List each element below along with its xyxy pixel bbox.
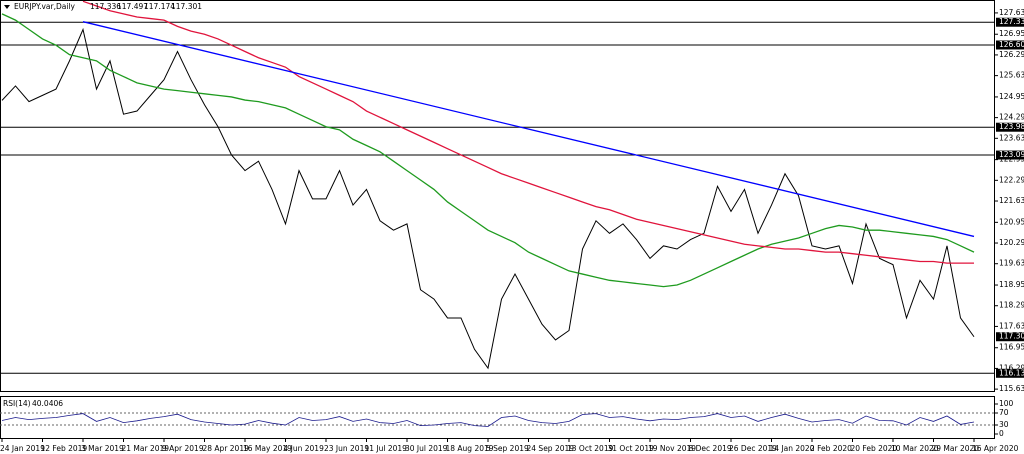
rsi-line xyxy=(1,413,975,427)
x-tick-label: 29 Mar 2020 xyxy=(932,444,980,453)
rsi-tick-label: 100 xyxy=(999,399,1014,408)
x-tick-label: 5 Sep 2019 xyxy=(486,444,529,453)
x-tick-label: 31 Oct 2019 xyxy=(608,444,655,453)
x-tick-label: 11 Jul 2019 xyxy=(365,444,408,453)
y-tick-label: 117.630 xyxy=(999,321,1024,330)
y-tick-label: 124.290 xyxy=(999,113,1024,122)
level-label: 116.135 xyxy=(999,368,1024,377)
level-label: 123.984 xyxy=(999,122,1024,131)
x-tick-label: 14 Jan 2020 xyxy=(770,444,815,453)
menu-arrow[interactable] xyxy=(4,5,10,9)
x-tick-label: 10 Mar 2020 xyxy=(891,444,939,453)
moving-average xyxy=(1,13,975,288)
y-tick-label: 116.950 xyxy=(999,343,1024,352)
close: 117.301 xyxy=(171,2,202,11)
x-tick-label: 13 Oct 2019 xyxy=(567,444,614,453)
x-tick-label: 3 Mar 2019 xyxy=(81,444,124,453)
rsi-tick-label: 0 xyxy=(999,429,1004,438)
y-tick-label: 123.630 xyxy=(999,133,1024,142)
rsi-tick-label: 30 xyxy=(999,420,1009,429)
y-tick-label: 115.630 xyxy=(999,384,1024,393)
rsi-name: RSI(14) xyxy=(3,399,31,408)
level-label: 127.333 xyxy=(999,17,1024,26)
x-tick-label: 16 Apr 2020 xyxy=(972,444,1019,453)
x-tick-label: 2 Feb 2020 xyxy=(810,444,852,453)
x-tick-label: 16 May 2019 xyxy=(243,444,292,453)
y-tick-label: 121.630 xyxy=(999,196,1024,205)
x-tick-label: 20 Feb 2020 xyxy=(851,444,898,453)
y-tick-label: 125.630 xyxy=(999,71,1024,80)
low: 117.174 xyxy=(144,2,175,11)
x-tick-label: 30 Jul 2019 xyxy=(405,444,448,453)
high: 117.497 xyxy=(117,2,148,11)
y-tick-label: 118.290 xyxy=(999,301,1024,310)
x-tick-label: 4 Jun 2019 xyxy=(284,444,325,453)
rsi-tick-label: 70 xyxy=(999,408,1009,417)
x-tick-label: 26 Dec 2019 xyxy=(729,444,777,453)
level-label-bg xyxy=(996,40,1024,50)
x-tick-label: 19 Nov 2019 xyxy=(648,444,696,453)
x-tick-label: 24 Sep 2019 xyxy=(527,444,575,453)
y-tick-label: 124.950 xyxy=(999,92,1024,101)
x-tick-label: 8 Dec 2019 xyxy=(689,444,732,453)
symbol: EURJPY.var,Daily xyxy=(14,2,75,11)
y-tick-label: 120.950 xyxy=(999,217,1024,226)
y-tick-label: 120.290 xyxy=(999,238,1024,247)
rsi-value: 40.0406 xyxy=(32,399,63,408)
level-label: 126.607 xyxy=(999,40,1024,49)
level-label-bg xyxy=(996,122,1024,132)
price-panel xyxy=(0,0,995,392)
price-label-bg xyxy=(996,332,1024,342)
x-tick-label: 9 Apr 2019 xyxy=(162,444,204,453)
price-line xyxy=(1,27,975,370)
y-tick-label: 127.630 xyxy=(999,8,1024,17)
y-tick-label: 126.290 xyxy=(999,50,1024,59)
x-tick-label: 24 Jan 2019 xyxy=(0,444,45,453)
x-tick-label: 18 Aug 2019 xyxy=(446,444,494,453)
x-tick-label: 23 Jun 2019 xyxy=(324,444,369,453)
moving-average xyxy=(82,0,974,264)
level-label-bg xyxy=(996,150,1024,160)
level-label-bg xyxy=(996,368,1024,378)
rsi-panel xyxy=(0,396,995,439)
y-tick-label: 119.630 xyxy=(999,259,1024,268)
level-label-bg xyxy=(996,17,1024,27)
y-tick-label: 126.950 xyxy=(999,29,1024,38)
x-tick-label: 28 Apr 2019 xyxy=(203,444,250,453)
x-tick-label: 21 Mar 2019 xyxy=(122,444,170,453)
open: 117.336 xyxy=(90,2,121,11)
trendline xyxy=(82,21,975,238)
y-tick-label: 118.950 xyxy=(999,280,1024,289)
x-tick-label: 12 Feb 2019 xyxy=(41,444,88,453)
level-label: 123.096 xyxy=(999,150,1024,159)
price-label: 117.301 xyxy=(999,332,1024,341)
y-tick-label: 116.290 xyxy=(999,363,1024,372)
y-tick-label: 122.290 xyxy=(999,175,1024,184)
